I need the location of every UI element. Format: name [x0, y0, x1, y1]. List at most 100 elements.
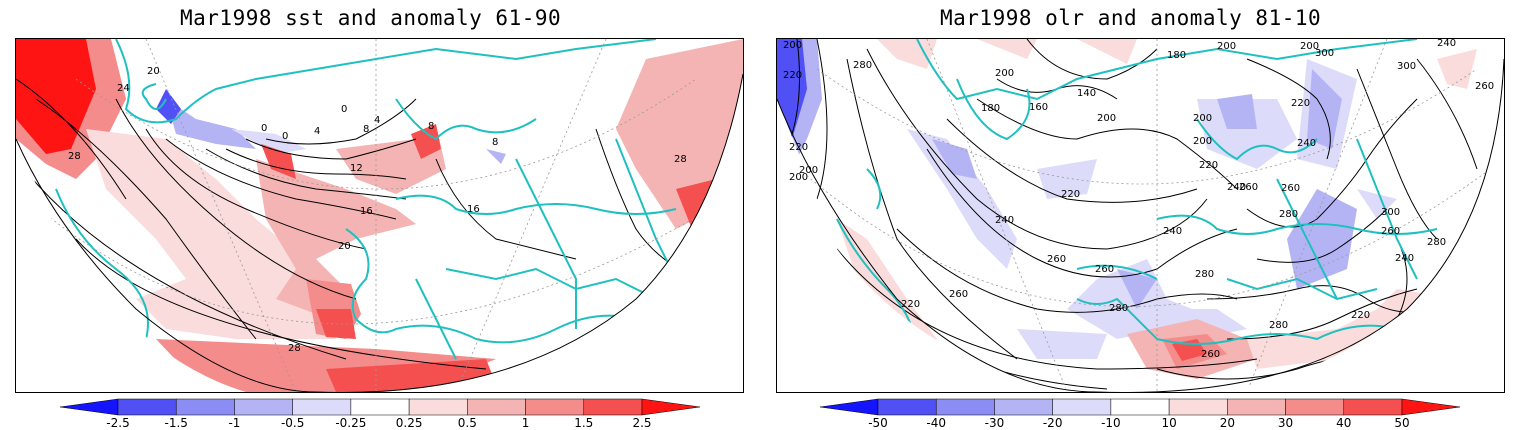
contour-label: 24: [117, 83, 130, 94]
colorbar-box: [467, 398, 526, 416]
contour-label: 300: [1315, 48, 1334, 59]
contour-label: 220: [901, 299, 920, 310]
contour-label: 140: [1077, 88, 1096, 99]
contour-label: 16: [467, 204, 480, 215]
colorbar-box: [1052, 398, 1112, 416]
contour-label: 12: [350, 163, 363, 174]
colorbar-tick-label: 2.5: [632, 416, 652, 430]
contour-label: 28: [674, 154, 687, 165]
colorbar-box: [525, 398, 585, 416]
colorbar-box: [1168, 398, 1228, 416]
colorbar-tick-label: -0.25: [335, 416, 367, 430]
colorbar-tick-label: 30: [1277, 416, 1294, 430]
contour-label: 0: [282, 131, 288, 142]
colorbar-box: [408, 398, 468, 416]
contour-label: 4: [374, 115, 380, 126]
anomaly-patch: [1307, 69, 1342, 149]
contour-label: 260: [1201, 349, 1220, 360]
contour-label: 200: [783, 40, 802, 51]
contour-label: 280: [1279, 209, 1298, 220]
anomaly-patch: [256, 159, 416, 314]
colorbar-arrow-low: [60, 398, 119, 416]
contour-label: 240: [1297, 138, 1316, 149]
contour-label: 200: [1300, 41, 1319, 52]
contour-label: 260: [1475, 81, 1494, 92]
colorbar-tick-label: 40: [1336, 416, 1352, 430]
colorbar-tick-label: -0.5: [280, 416, 305, 430]
colorbar-box: [1285, 398, 1345, 416]
anomaly-patch: [86, 129, 346, 339]
contour-label: 180: [981, 103, 1000, 114]
contour-label: 200: [1193, 113, 1212, 124]
contour-label: 260: [949, 289, 968, 300]
contour-label: 220: [1061, 189, 1080, 200]
contour-label: 20: [147, 66, 160, 77]
contour-label: 220: [1291, 98, 1310, 109]
contour-label: 260: [1047, 254, 1066, 265]
anomaly-patch: [1357, 189, 1397, 219]
anomaly-patch: [1117, 269, 1157, 309]
contour-label: 0: [341, 104, 347, 115]
colorbar-tick-label: 10: [1161, 416, 1177, 430]
contour-label: 300: [1381, 207, 1400, 218]
olr-anomaly-map: 200 200 200 220 220 280 180 200 200 300 …: [776, 38, 1505, 393]
contour-label: 240: [1395, 253, 1414, 264]
contour-label: 4: [314, 126, 320, 137]
anomaly-patch: [977, 39, 1037, 59]
contour-label: 0: [261, 123, 267, 134]
contour-label: 220: [1199, 160, 1218, 171]
contour-label: 220: [1351, 310, 1370, 321]
anomaly-patch: [1247, 289, 1427, 369]
colorbar-box: [1343, 398, 1403, 416]
contour-label: 260: [1239, 182, 1258, 193]
left-map-title: Mar1998 sst and anomaly 61-90: [180, 6, 562, 30]
colorbar-tick-label: 0.25: [395, 416, 423, 430]
contour-label: 280: [1109, 303, 1128, 314]
colorbar-tick-label: -30: [984, 416, 1005, 430]
contour-label: 300: [1397, 61, 1416, 72]
anomaly-patch: [231, 129, 306, 154]
anomaly-patch: [1017, 329, 1107, 359]
colorbar-box: [175, 398, 235, 416]
contour-label: 200: [799, 165, 818, 176]
contour-label: 180: [1167, 50, 1186, 61]
colorbar-box: [994, 398, 1053, 416]
contour-label: 160: [1029, 102, 1048, 113]
contour-label: 280: [853, 60, 872, 71]
colorbar-tick-label: -1.5: [164, 416, 188, 430]
colorbar-box: [583, 398, 643, 416]
anomaly-patch: [1197, 99, 1297, 169]
colorbar-box: [935, 398, 995, 416]
colorbar-tick-label: -1: [228, 416, 241, 430]
contour-label: 240: [1227, 182, 1246, 193]
contour-label: 8: [363, 124, 369, 135]
colorbar-arrow-low: [820, 398, 879, 416]
contour-label: 260: [1381, 226, 1400, 237]
anomaly-patch: [166, 99, 256, 149]
contour-label: 220: [789, 142, 808, 153]
colorbar-box: [234, 398, 293, 416]
contour-label: 20: [338, 241, 351, 252]
contour-label: 280: [1269, 320, 1288, 331]
colorbar-tick-label: 20: [1219, 416, 1235, 430]
contour-label: 8: [428, 121, 434, 132]
colorbar-box: [350, 398, 410, 416]
anomaly-patch: [877, 39, 937, 69]
colorbar-tick-label: -50: [868, 416, 888, 430]
colorbar-box: [1110, 398, 1170, 416]
contour-label: 240: [1163, 226, 1182, 237]
anomaly-patch: [1437, 49, 1477, 89]
sst-anomaly-map: 0 0 0 4 4 8 8 8 12 16 16 20 20 24 28 28 …: [15, 38, 744, 393]
anomaly-patch: [1217, 94, 1257, 129]
right-map-title: Mar1998 olr and anomaly 81-10: [940, 6, 1322, 30]
anomaly-patch: [1077, 39, 1137, 64]
contour-label: 200: [789, 172, 808, 183]
colorbar-tick-label: 1.5: [574, 416, 594, 430]
olr-colorbar: [820, 398, 1460, 416]
colorbar-arrow-high: [1401, 398, 1460, 416]
colorbar-tick-label: -40: [926, 416, 947, 430]
colorbar-tick-label: 50: [1394, 416, 1410, 430]
colorbar-tick-label: -2.5: [106, 416, 130, 430]
colorbar-tick-label: -10: [1101, 416, 1121, 430]
contour-label: 28: [288, 343, 301, 354]
